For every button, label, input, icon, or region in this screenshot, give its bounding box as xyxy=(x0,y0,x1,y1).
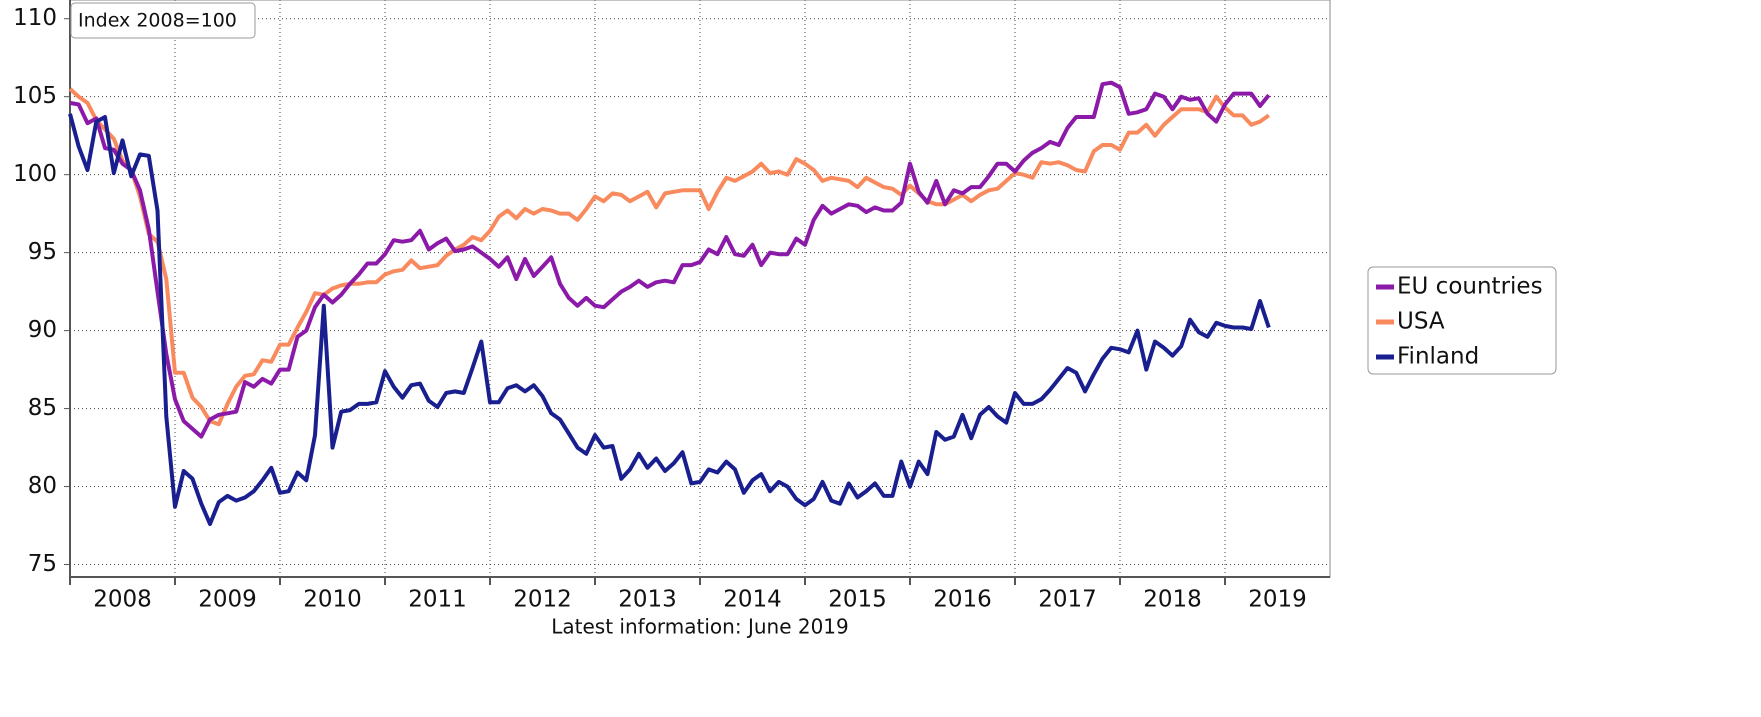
data-line xyxy=(68,87,1270,427)
footnote: Latest information: June 2019 xyxy=(551,615,849,639)
y-tick-label: 100 xyxy=(13,161,57,187)
x-tick-label: 2009 xyxy=(198,587,257,613)
x-tick-label: 2012 xyxy=(513,587,572,613)
x-tick-label: 2019 xyxy=(1248,587,1307,613)
y-tick-label: 75 xyxy=(28,551,57,577)
data-line xyxy=(68,113,1271,526)
x-tick-label: 2014 xyxy=(723,587,782,613)
subtitle: Index 2008=100 xyxy=(78,10,237,32)
y-tick-label: 95 xyxy=(28,239,57,265)
x-tick-label: 2017 xyxy=(1038,587,1097,613)
data-line xyxy=(69,80,1271,439)
x-tick-label: 2008 xyxy=(93,587,152,613)
y-tick-label: 80 xyxy=(28,473,57,499)
x-tick-label: 2016 xyxy=(933,587,992,613)
x-tick-label: 2011 xyxy=(408,587,467,613)
x-tick-label: 2013 xyxy=(618,587,677,613)
y-tick-label: 105 xyxy=(13,83,57,109)
legend-label: USA xyxy=(1397,309,1445,335)
legend-label: Finland xyxy=(1397,344,1479,370)
x-tick-label: 2010 xyxy=(303,587,362,613)
x-tick-label: 2015 xyxy=(828,587,887,613)
legend-label: EU countries xyxy=(1397,274,1543,300)
x-tick-label: 2018 xyxy=(1143,587,1202,613)
subtitle-box xyxy=(70,2,256,39)
y-tick-label: 85 xyxy=(28,395,57,421)
y-tick-label: 90 xyxy=(28,317,57,343)
y-tick-label: 110 xyxy=(13,5,57,31)
legend-box xyxy=(1367,266,1557,375)
